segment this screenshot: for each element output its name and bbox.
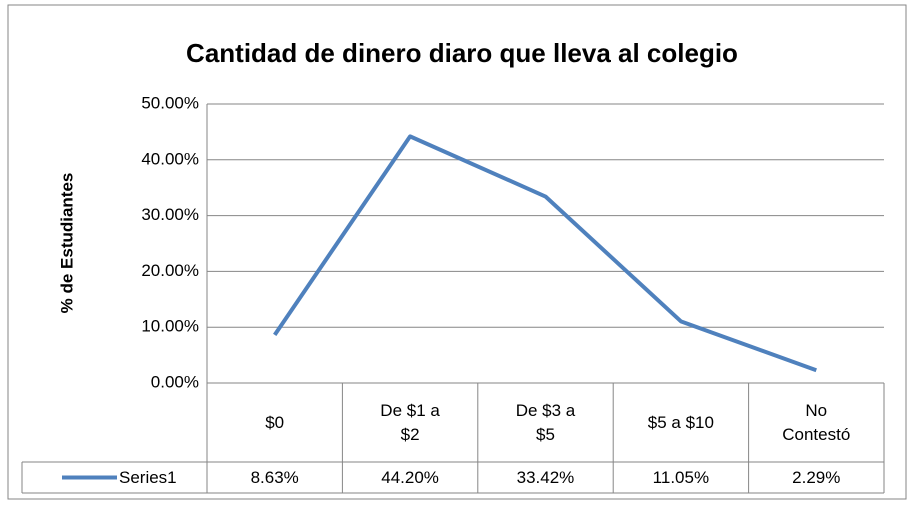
legend-label: Series1	[119, 468, 177, 487]
data-label: 8.63%	[250, 467, 299, 487]
y-tick-label: 50.00%	[141, 93, 199, 112]
x-tick-label: $5 a $10	[647, 412, 714, 432]
x-tick-label: No Contestó	[782, 400, 851, 444]
x-tick-label-box: De $1 a $2	[380, 400, 440, 444]
x-tick-label-box: De $3 a $5	[515, 400, 576, 444]
x-tick-label-box: No Contestó	[782, 400, 851, 444]
y-axis-label: % de Estudiantes	[57, 173, 76, 314]
x-tick-label: De $1 a $2	[380, 400, 440, 444]
x-tick-label-box: $5 a $10	[647, 412, 714, 432]
data-label-box: 33.42%	[516, 467, 575, 487]
data-label-box: 2.29%	[792, 467, 841, 487]
x-tick-label-box: $0	[265, 412, 285, 432]
data-label-box: 11.05%	[652, 467, 710, 487]
data-label-box: 44.20%	[381, 467, 439, 487]
y-tick-label: 40.00%	[141, 149, 199, 168]
data-label: 44.20%	[381, 467, 439, 487]
x-tick-label: $0	[265, 412, 285, 432]
data-label: 11.05%	[652, 467, 710, 487]
y-tick-label: 0.00%	[151, 372, 199, 391]
y-tick-label: 30.00%	[141, 205, 199, 224]
data-label-box: 8.63%	[250, 467, 299, 487]
data-label: 33.42%	[516, 467, 575, 487]
data-label: 2.29%	[792, 467, 841, 487]
x-tick-label: De $3 a $5	[515, 400, 576, 444]
y-tick-label: 10.00%	[141, 317, 199, 336]
chart-title: Cantidad de dinero diaro que lleva al co…	[186, 38, 738, 68]
series-line	[273, 134, 817, 373]
y-tick-label: 20.00%	[141, 261, 199, 280]
chart-border	[7, 4, 907, 500]
